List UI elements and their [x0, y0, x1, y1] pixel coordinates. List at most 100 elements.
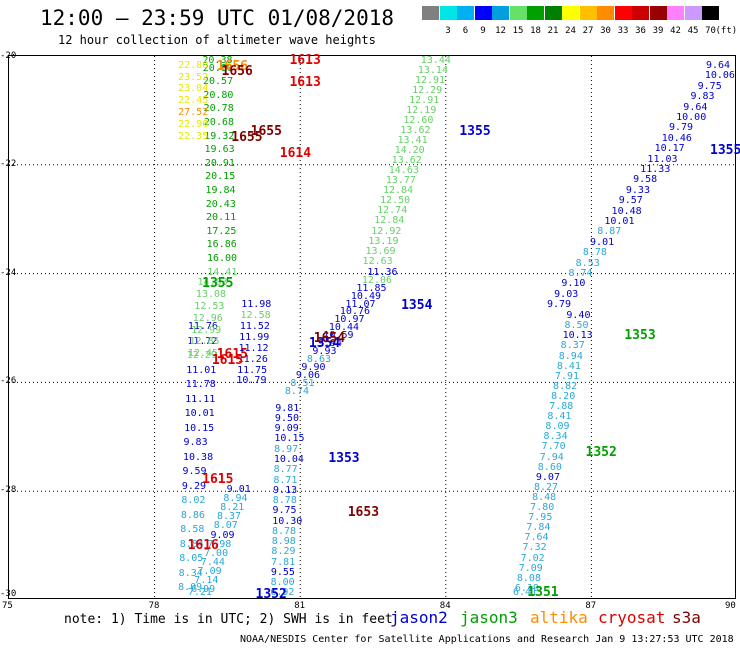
- wave-height-value: 12.63: [362, 255, 393, 267]
- legend-label: 70: [705, 26, 716, 36]
- wave-height-value: 13.41: [397, 134, 428, 146]
- wave-height-value: 10.46: [661, 132, 692, 144]
- mission-legend-cryosat: cryosat: [598, 608, 666, 627]
- legend-swatch: [649, 6, 667, 20]
- wave-height-value: 8.27: [533, 481, 559, 493]
- wave-height-value: 10.44: [328, 322, 360, 334]
- wave-height-value: 8.53: [575, 257, 600, 269]
- legend-swatch: [579, 6, 597, 20]
- wave-height-value: 7.80: [530, 502, 555, 514]
- wave-height-value: 11.72: [187, 335, 218, 347]
- legend-label: 33: [617, 26, 629, 36]
- wave-height-value: 13.14: [417, 64, 448, 76]
- legend-label: 3: [445, 26, 451, 36]
- wave-height-value: 20.80: [203, 89, 234, 101]
- wave-height-value: 20.38: [202, 55, 233, 66]
- footer-note: note: 1) Time is in UTC; 2) SWH is in fe…: [64, 612, 393, 627]
- lon-tick-label: 81: [294, 601, 306, 611]
- wave-height-value: 8.94: [223, 493, 248, 505]
- wave-height-value: 8.41: [556, 360, 581, 372]
- legend-swatch: [474, 6, 492, 20]
- wave-height-value: 8.78: [271, 525, 297, 537]
- wave-height-value: 9.59: [182, 466, 207, 478]
- pass-number-label: 1656: [221, 64, 253, 80]
- lat-tick-label: -24: [0, 267, 17, 278]
- wave-height-value: 11.01: [186, 364, 217, 376]
- wave-height-value: 19.63: [204, 144, 235, 156]
- wave-height-value: 8.41: [547, 411, 572, 423]
- wave-height-value: 9.01: [226, 484, 251, 496]
- pass-number-label: 1655: [250, 124, 282, 140]
- footer-credit: NOAA/NESDIS Center for Satellite Applica…: [240, 634, 734, 645]
- wave-height-value: 14.41: [207, 266, 238, 278]
- wave-height-value: 22.45: [178, 95, 209, 107]
- wave-height-value: 12.58: [240, 310, 271, 322]
- altimeter-map: [8, 55, 736, 599]
- legend-label: 15: [512, 26, 524, 36]
- wave-height-value: 6.41: [513, 587, 538, 598]
- wave-height-value: 17.25: [206, 225, 237, 237]
- legend-label: 39: [652, 26, 664, 36]
- legend-label: 30: [600, 26, 611, 36]
- lat-tick-label: -28: [0, 485, 17, 496]
- lon-tick-label: 78: [148, 601, 160, 611]
- wave-height-value: 8.77: [273, 464, 298, 476]
- wave-height-value: 8.34: [543, 431, 568, 443]
- legend-swatch: [509, 6, 527, 20]
- wave-height-value: 7.64: [524, 532, 549, 544]
- wave-height-value: 7.44: [200, 556, 225, 568]
- wave-height-value: 8.02: [181, 495, 206, 507]
- map-grid: [9, 56, 735, 598]
- wave-height-value: 8.34: [178, 567, 203, 579]
- wave-height-value: 8.00: [270, 577, 295, 589]
- legend-swatch: [544, 6, 562, 20]
- wave-height-value: 9.79: [668, 122, 694, 134]
- wave-height-value: 8.84: [179, 538, 204, 550]
- lon-tick-label: 75: [2, 601, 13, 611]
- pass-number-label: 1613: [289, 75, 321, 91]
- wave-height-value: 19.32: [204, 130, 235, 142]
- wave-height-value: 9.64: [706, 59, 731, 71]
- wave-height-value: 22.96: [178, 118, 209, 130]
- wave-height-value: 9.83: [690, 91, 715, 103]
- wave-height-value: 8.63: [306, 354, 331, 366]
- legend-swatch: [614, 6, 632, 20]
- wave-height-value: 6.92: [270, 587, 295, 598]
- wave-height-value: 12.53: [194, 301, 225, 313]
- wave-height-value: 8.74: [568, 268, 593, 280]
- legend-label: 12: [495, 26, 506, 36]
- wave-height-value: 13.62: [400, 124, 431, 136]
- wave-height-value: 12.29: [412, 84, 443, 96]
- wave-height-value: 12.29: [186, 350, 217, 361]
- pass-number-label: 1615: [216, 347, 248, 363]
- wave-height-value: 9.13: [273, 484, 298, 496]
- legend-label: 6: [462, 26, 469, 36]
- wave-height-value: 7.94: [539, 451, 564, 463]
- legend-label: 45: [687, 26, 699, 36]
- wave-height-value: 10.13: [562, 330, 593, 342]
- wave-height-value: 16.86: [206, 239, 237, 251]
- legend-label: 36: [635, 26, 646, 36]
- wave-height-value: 9.29: [181, 480, 206, 492]
- wave-height-value: 10.48: [611, 205, 642, 217]
- wave-height-value: 9.75: [697, 80, 722, 92]
- wave-height-value: 13.62: [391, 155, 422, 167]
- wave-height-value: 9.81: [275, 402, 300, 414]
- wave-height-value: 9.79: [546, 299, 572, 311]
- wave-height-value: 12.06: [361, 274, 393, 286]
- legend-swatch: [597, 6, 614, 20]
- wave-height-value: 13.77: [385, 175, 416, 187]
- wave-height-value: 9.33: [625, 184, 650, 196]
- pass-number-label: 1654: [313, 330, 346, 346]
- wave-height-value: 9.01: [590, 236, 615, 248]
- pass-number-label: 1355: [459, 124, 491, 140]
- wave-height-value: 8.37: [560, 340, 585, 352]
- lat-tick-label: -20: [0, 51, 17, 61]
- wave-height-value: 7.95: [528, 512, 553, 524]
- wave-height-value: 20.78: [203, 103, 234, 115]
- wave-height-value: 9.57: [618, 195, 643, 207]
- wave-height-value: 8.37: [216, 511, 242, 523]
- wave-height-value: 10.49: [350, 290, 382, 302]
- wave-height-value: 9.94: [317, 338, 342, 350]
- wave-height-value: 9.90: [301, 362, 326, 374]
